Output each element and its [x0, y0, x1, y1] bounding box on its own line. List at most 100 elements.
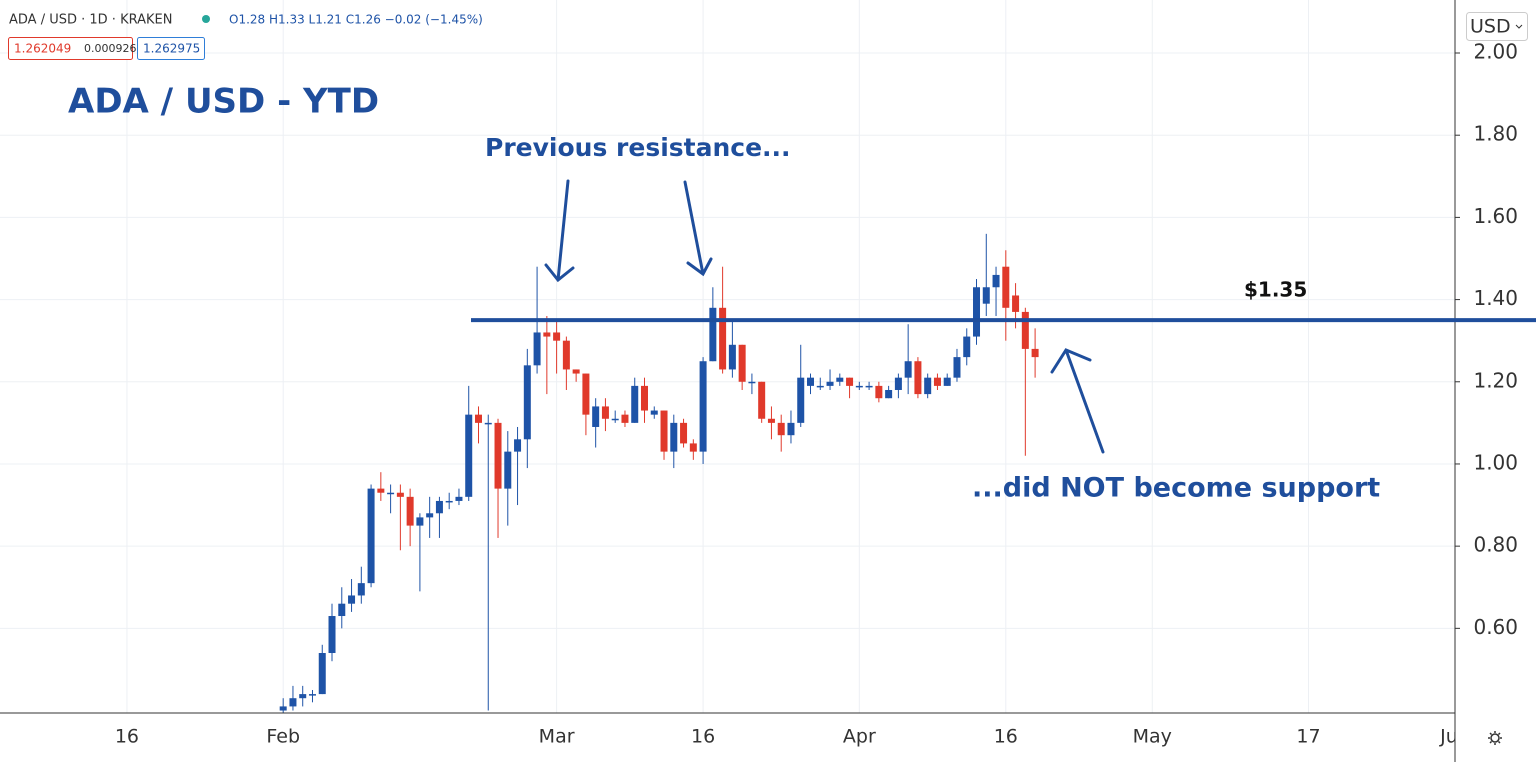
ask: 1.262975	[143, 42, 200, 56]
candle-body	[719, 307, 727, 370]
candle-body	[943, 377, 951, 386]
candle-body	[807, 377, 815, 386]
candle-body	[767, 418, 775, 423]
y-tick-label: 2.00	[1473, 40, 1518, 64]
candle-body	[338, 603, 346, 617]
candle-body	[738, 344, 746, 382]
candle-body	[357, 583, 365, 596]
currency: USD	[1470, 16, 1511, 38]
x-tick-label: 17	[1296, 726, 1320, 748]
annotation: ...did NOT become support	[972, 473, 1380, 504]
x-tick-label: Feb	[266, 726, 300, 748]
candle-body	[855, 385, 863, 388]
candle-body	[299, 694, 307, 699]
chart-title: ADA / USD - YTD	[68, 82, 379, 122]
ask-box[interactable]	[137, 37, 205, 60]
candle-body	[914, 361, 922, 395]
candle-body	[406, 496, 414, 526]
candle-body	[572, 369, 580, 374]
currency-button[interactable]	[1466, 12, 1528, 41]
candle-body	[689, 443, 697, 452]
y-labels: 0.60 0.80 1.00 1.20 1.40 1.60 1.80 2.00	[1455, 40, 1518, 639]
candle-body	[543, 332, 551, 337]
y-tick-label: 1.60	[1473, 204, 1518, 228]
candle-body	[367, 488, 375, 584]
candle-body	[963, 336, 971, 358]
x-tick-label: 16	[691, 726, 715, 748]
y-tick-label: 1.40	[1473, 286, 1518, 310]
candle-body	[494, 422, 502, 489]
candle-body	[816, 385, 824, 388]
candle-body	[777, 422, 785, 436]
candle-body	[484, 422, 492, 425]
candle-body	[787, 422, 795, 436]
candle-body	[797, 377, 805, 423]
arrow	[683, 180, 713, 277]
bid-box[interactable]	[8, 37, 133, 60]
candle-body	[953, 357, 961, 378]
symbol: ADA / USD · 1D · KRAKEN	[9, 13, 172, 28]
candle-body	[875, 385, 883, 399]
candle-body	[670, 422, 678, 452]
candle-body	[445, 500, 453, 503]
arrow	[544, 179, 575, 283]
candle-body	[1012, 295, 1020, 312]
candles	[279, 233, 1039, 713]
candle-body	[826, 381, 834, 386]
y-tick-label: 1.00	[1473, 450, 1518, 474]
bid: 1.262049	[14, 42, 71, 56]
candle-body	[426, 513, 434, 518]
candle-body	[992, 274, 1000, 288]
arrow	[1050, 348, 1105, 454]
arrows	[544, 179, 1105, 454]
candle-body	[328, 616, 336, 654]
candle-body	[973, 287, 981, 337]
y-tick-label: 0.60	[1473, 615, 1518, 639]
y-tick-label: 1.80	[1473, 122, 1518, 146]
candle-body	[758, 381, 766, 419]
spread: 0.000926	[84, 42, 137, 55]
annotation: Previous resistance...	[485, 133, 791, 162]
candle-body	[982, 287, 990, 304]
candle-body	[924, 377, 932, 395]
candle-body	[904, 361, 912, 378]
x-tick-label: Mar	[539, 726, 575, 748]
ohlc: O1.28 H1.33 L1.21 C1.26 −0.02 (−1.45%)	[229, 13, 483, 27]
candle-body	[582, 373, 590, 415]
settings-icon[interactable]	[1488, 731, 1502, 745]
candle-body	[318, 653, 326, 695]
candle-body	[709, 307, 717, 362]
candle-body	[650, 410, 658, 415]
candle-body	[416, 517, 424, 526]
candle-body	[1021, 311, 1029, 349]
candle-body	[435, 500, 443, 514]
candle-body	[396, 492, 404, 497]
candle-body	[631, 385, 639, 423]
status-dot	[202, 15, 210, 23]
candle-body	[933, 377, 941, 386]
candle-body	[865, 385, 873, 388]
candle-body	[680, 422, 688, 444]
candle-body	[455, 496, 463, 501]
y-tick-label: 1.20	[1473, 368, 1518, 392]
x-labels: 16 Feb Mar 16 Apr 16 May 17 Jun	[115, 726, 1470, 748]
candle-body	[279, 706, 287, 711]
x-tick-label: Apr	[843, 726, 876, 748]
caret	[1515, 24, 1523, 29]
x-tick-label: Jun	[1439, 726, 1470, 748]
x-tick-label: May	[1133, 726, 1172, 748]
candle-body	[348, 595, 356, 604]
candle-body	[553, 332, 561, 341]
candle-body	[465, 414, 473, 497]
level-label: $1.35	[1244, 278, 1307, 302]
candle-body	[601, 406, 609, 419]
candle-body	[504, 451, 512, 489]
candle-body	[846, 377, 854, 386]
candle-body	[621, 414, 629, 423]
candle-body	[885, 389, 893, 399]
candle-body	[474, 414, 482, 423]
candle-body	[1002, 266, 1010, 308]
candle-body	[748, 381, 756, 384]
candle-body	[836, 377, 844, 382]
